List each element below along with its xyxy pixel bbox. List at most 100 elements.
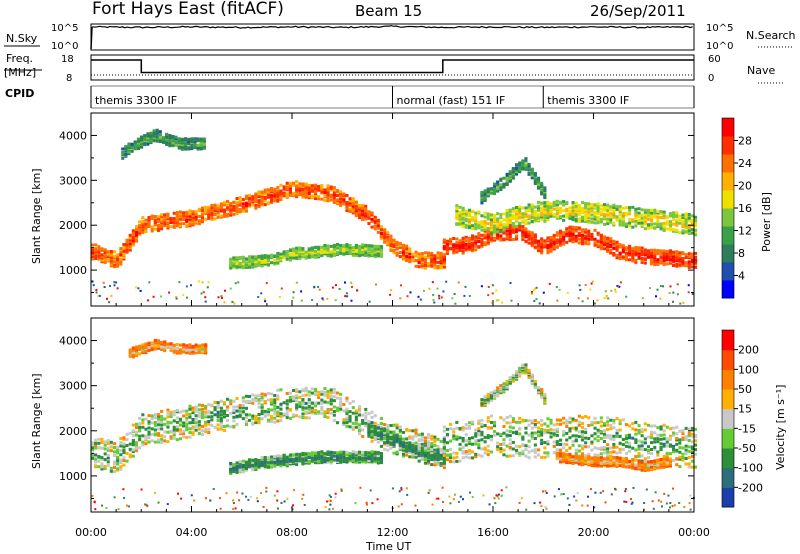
data-cell bbox=[116, 262, 120, 266]
data-cell bbox=[480, 438, 484, 442]
data-cell bbox=[184, 143, 188, 146]
data-cell bbox=[493, 213, 497, 217]
data-cell bbox=[185, 422, 189, 426]
data-cell bbox=[420, 262, 424, 266]
speckle-cell bbox=[614, 288, 617, 291]
speckle-cell bbox=[419, 298, 422, 301]
data-cell bbox=[527, 232, 531, 236]
data-cell bbox=[298, 254, 302, 258]
data-cell bbox=[662, 454, 666, 458]
data-cell bbox=[442, 259, 446, 263]
data-cell bbox=[505, 237, 509, 241]
data-cell bbox=[97, 459, 101, 463]
data-cell bbox=[276, 419, 280, 423]
data-cell bbox=[276, 410, 280, 414]
data-cell bbox=[401, 439, 405, 443]
data-cell bbox=[178, 222, 182, 226]
data-cell bbox=[480, 214, 484, 218]
data-cell bbox=[143, 134, 147, 138]
data-cell bbox=[219, 409, 223, 413]
data-cell bbox=[609, 434, 613, 438]
data-cell bbox=[458, 239, 462, 243]
data-cell bbox=[131, 434, 135, 438]
data-cell bbox=[202, 139, 206, 143]
data-cell bbox=[656, 450, 660, 454]
data-cell bbox=[584, 216, 588, 220]
data-cell bbox=[577, 423, 581, 427]
data-cell bbox=[562, 430, 566, 434]
data-cell bbox=[533, 443, 537, 447]
data-cell bbox=[675, 432, 679, 436]
data-cell bbox=[351, 427, 355, 431]
data-cell bbox=[543, 451, 547, 455]
data-cell bbox=[232, 411, 236, 415]
data-cell bbox=[124, 152, 128, 156]
data-cell bbox=[650, 248, 654, 252]
data-cell bbox=[320, 197, 324, 201]
data-cell bbox=[285, 253, 289, 257]
data-cell bbox=[580, 438, 584, 442]
data-cell bbox=[543, 219, 547, 223]
data-cell bbox=[483, 235, 487, 239]
data-cell bbox=[128, 431, 132, 435]
data-cell bbox=[150, 417, 154, 420]
data-cell bbox=[298, 455, 302, 459]
data-cell bbox=[295, 394, 299, 398]
data-cell bbox=[152, 129, 156, 133]
data-cell bbox=[505, 219, 509, 223]
data-cell bbox=[348, 249, 352, 253]
data-cell bbox=[587, 242, 591, 246]
data-cell bbox=[411, 429, 415, 433]
data-cell bbox=[194, 220, 198, 224]
data-cell bbox=[125, 451, 129, 455]
data-cell bbox=[618, 245, 622, 249]
data-cell bbox=[464, 217, 468, 221]
data-cell bbox=[364, 407, 368, 411]
data-cell bbox=[612, 419, 616, 422]
data-cell bbox=[518, 224, 522, 228]
data-cell bbox=[637, 207, 641, 211]
data-cell bbox=[596, 216, 600, 219]
data-cell bbox=[395, 246, 399, 250]
data-cell bbox=[445, 453, 449, 457]
data-cell bbox=[364, 247, 368, 251]
data-cell bbox=[307, 183, 311, 187]
data-cell bbox=[606, 435, 610, 439]
data-cell bbox=[326, 407, 330, 411]
data-cell bbox=[94, 457, 98, 461]
data-cell bbox=[339, 400, 343, 404]
data-cell bbox=[150, 439, 154, 443]
data-cell bbox=[533, 425, 537, 429]
data-cell bbox=[342, 421, 346, 425]
data-cell bbox=[354, 243, 358, 247]
data-cell bbox=[326, 252, 330, 256]
data-cell bbox=[251, 460, 255, 464]
data-cell bbox=[358, 207, 362, 211]
data-cell bbox=[128, 455, 132, 459]
data-cell bbox=[310, 387, 314, 391]
data-cell bbox=[329, 408, 333, 411]
data-cell bbox=[672, 255, 676, 259]
data-cell bbox=[559, 443, 563, 446]
data-cell bbox=[282, 463, 286, 466]
data-cell bbox=[270, 392, 274, 396]
data-cell bbox=[439, 462, 443, 465]
data-cell bbox=[559, 237, 563, 241]
data-cell bbox=[177, 140, 181, 144]
data-cell bbox=[474, 248, 478, 252]
data-cell bbox=[565, 449, 569, 453]
data-cell bbox=[634, 207, 638, 211]
speckle-cell bbox=[423, 289, 425, 292]
data-cell bbox=[113, 442, 117, 446]
noise-left-tick-low: 10^0 bbox=[51, 41, 78, 52]
speckle-cell bbox=[614, 291, 617, 294]
speckle-cell bbox=[409, 291, 412, 294]
data-cell bbox=[455, 217, 459, 221]
data-cell bbox=[351, 197, 355, 201]
data-cell bbox=[307, 409, 311, 413]
data-cell bbox=[103, 458, 107, 462]
data-cell bbox=[158, 136, 162, 140]
data-cell bbox=[665, 437, 669, 441]
data-cell bbox=[320, 245, 324, 249]
data-cell bbox=[675, 264, 679, 268]
